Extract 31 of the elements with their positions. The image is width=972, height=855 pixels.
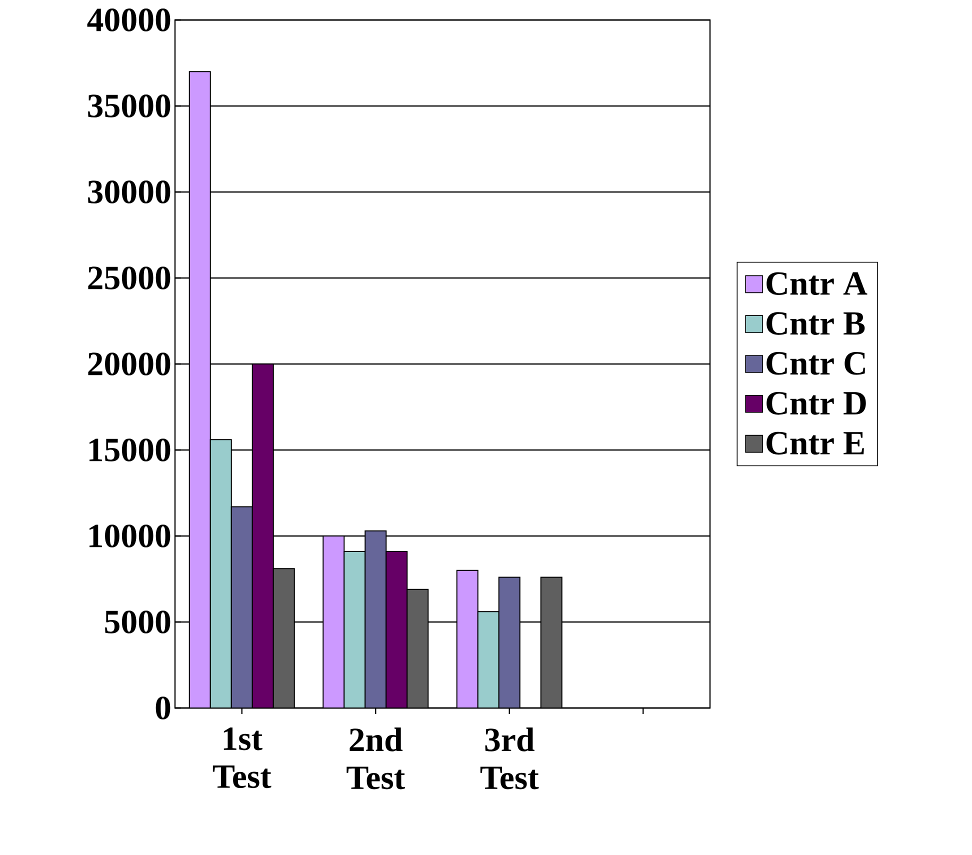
bar [386, 550, 408, 708]
bar [210, 439, 232, 708]
y-tick-label: 35000 [88, 94, 170, 118]
x-tick-label: 1st Test [212, 728, 272, 788]
y-tick-label: 5000 [105, 610, 170, 634]
y-tick-label: 25000 [88, 266, 170, 290]
bar [188, 71, 211, 708]
bar [364, 530, 387, 708]
legend-label: Cntr B [766, 312, 865, 335]
bar [498, 576, 520, 708]
y-tick-label: 15000 [90, 438, 170, 462]
bar [456, 570, 478, 708]
bar [344, 550, 366, 708]
bar [477, 611, 500, 708]
bar [272, 568, 295, 708]
legend-label: Cntr E [766, 432, 864, 455]
y-tick-label: 20000 [88, 352, 170, 376]
bar [540, 576, 562, 708]
legend-label: Cntr D [766, 392, 866, 415]
y-tick-label: 40000 [87, 8, 170, 32]
y-tick-label: 30000 [88, 180, 170, 204]
legend-label: Cntr C [766, 352, 865, 375]
bar [252, 363, 274, 708]
y-tick-label: 0 [156, 696, 170, 720]
x-tick-label: 2nd Test [346, 728, 405, 790]
x-tick-label: 3rd Test [480, 728, 539, 790]
y-tick-label: 10000 [90, 524, 170, 548]
legend-label: Cntr A [766, 272, 868, 295]
bar [230, 506, 253, 708]
bar [406, 588, 429, 708]
bar [322, 535, 345, 708]
